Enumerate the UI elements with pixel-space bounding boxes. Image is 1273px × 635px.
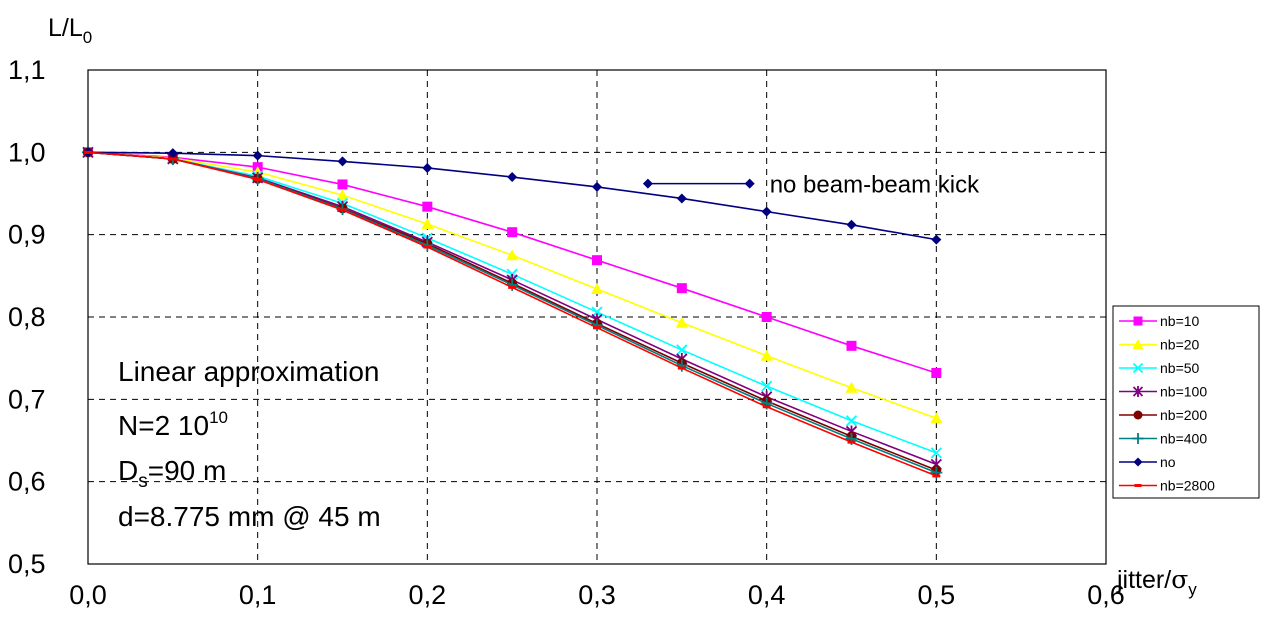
y-tick-label: 0,8 (8, 302, 46, 332)
legend-item-nb=200: nb=200 (1119, 407, 1207, 423)
y-tick-label: 0,9 (8, 220, 46, 250)
data-point (761, 312, 772, 322)
annotation-model: Linear approximation (118, 356, 380, 387)
data-point (847, 440, 856, 444)
legend-label: nb=2800 (1160, 478, 1215, 494)
annotation-particles: N=2 1010 (118, 408, 228, 441)
inline-legend-marker (744, 178, 755, 189)
legend-label: nb=100 (1160, 384, 1207, 400)
y-tick-label: 0,6 (8, 467, 46, 497)
x-tick-label: 0,6 (1087, 580, 1125, 610)
annotation-offset: d=8.775 mm @ 45 m (118, 501, 381, 532)
data-point (338, 208, 347, 212)
data-point (337, 179, 348, 190)
legend-swatch-marker (1132, 339, 1144, 349)
y-tick-label: 1,0 (8, 137, 46, 167)
legend-box (1112, 305, 1260, 499)
legend-label: nb=10 (1160, 313, 1200, 329)
legend-label: nb=200 (1160, 407, 1207, 423)
series-line (87, 151, 937, 477)
x-tick-label: 0,0 (69, 580, 107, 610)
legend-swatch-marker (1134, 484, 1142, 487)
legend-item-nb=50: nb=50 (1119, 360, 1200, 376)
data-point (675, 316, 688, 328)
legend-swatch-marker (1133, 457, 1143, 467)
data-point (167, 148, 178, 159)
y-tick-label: 0,7 (8, 384, 46, 414)
data-point (253, 178, 262, 182)
y-tick-label: 1,1 (8, 55, 46, 85)
legend: nb=10 nb=20 nb=50 nb=100 nb=200 nb=400 no nb=28… (1119, 313, 1215, 494)
legend-label: nb=20 (1160, 337, 1200, 353)
data-point (676, 193, 687, 204)
data-point (591, 283, 603, 295)
data-point (932, 474, 941, 478)
annotation-distance: Ds=90 m (118, 455, 226, 492)
legend-item-no: no (1119, 454, 1176, 470)
series-nb=2800 (84, 150, 941, 478)
inline-legend-marker (642, 178, 653, 189)
data-point (930, 412, 943, 424)
legend-item-nb=20: nb=20 (1119, 337, 1200, 353)
data-point (677, 366, 686, 370)
data-point (761, 380, 773, 392)
legend-swatch-marker (1132, 433, 1144, 444)
data-point (760, 349, 773, 361)
data-point (168, 157, 177, 161)
data-point (252, 150, 263, 161)
data-point (506, 249, 519, 261)
data-point (84, 150, 92, 154)
data-point (761, 206, 772, 217)
tick-labels: 0,0 0,1 0,2 0,3 0,4 0,5 0,6 0,5 0,6 0,7 0,8 0,9 1,0 1… (8, 55, 1125, 610)
legend-swatch-marker (1133, 316, 1143, 326)
data-point (846, 340, 857, 351)
inline-legend-label: no beam-beam kick (770, 172, 980, 199)
legend-item-nb=100: nb=100 (1119, 384, 1207, 400)
data-point (422, 162, 433, 173)
data-point (593, 326, 601, 330)
data-point (508, 285, 517, 289)
data-point (846, 219, 857, 230)
x-tick-label: 0,3 (578, 580, 616, 610)
legend-label: no (1160, 454, 1176, 470)
data-point (423, 245, 432, 249)
data-point (762, 405, 771, 409)
data-point (845, 415, 858, 427)
x-axis-label: jitter/σy (1116, 565, 1197, 599)
data-point (336, 189, 349, 201)
data-point (676, 344, 688, 356)
data-point (931, 367, 942, 378)
legend-swatch-marker (1133, 410, 1143, 420)
data-point (845, 381, 858, 393)
legend-item-nb=10: nb=10 (1119, 313, 1200, 329)
x-tick-label: 0,4 (748, 580, 786, 610)
plot-frame (87, 69, 1107, 565)
legend-label: nb=400 (1160, 431, 1207, 447)
series-group (82, 146, 943, 479)
x-tick-label: 0,2 (409, 580, 447, 610)
data-point (676, 283, 687, 294)
y-axis-label: L/L0 (48, 14, 92, 47)
legend-label: nb=50 (1160, 360, 1200, 376)
inline-legend-no-kick: no beam-beam kick (642, 172, 980, 199)
legend-swatch-marker (1132, 386, 1144, 397)
data-point (422, 201, 433, 212)
data-point (930, 447, 942, 459)
data-point (592, 255, 602, 266)
data-point (507, 227, 518, 238)
legend-item-nb=400: nb=400 (1119, 431, 1207, 447)
x-tick-label: 0,5 (918, 580, 956, 610)
legend-swatch-marker (1132, 362, 1144, 374)
data-point (507, 172, 518, 183)
y-tick-label: 0,5 (8, 549, 46, 579)
x-tick-label: 0,1 (239, 580, 277, 610)
series-no (83, 147, 942, 245)
data-point (931, 234, 942, 245)
legend-item-nb=2800: nb=2800 (1119, 478, 1215, 494)
data-point (421, 217, 434, 229)
data-point (337, 156, 348, 167)
data-point (592, 181, 602, 192)
